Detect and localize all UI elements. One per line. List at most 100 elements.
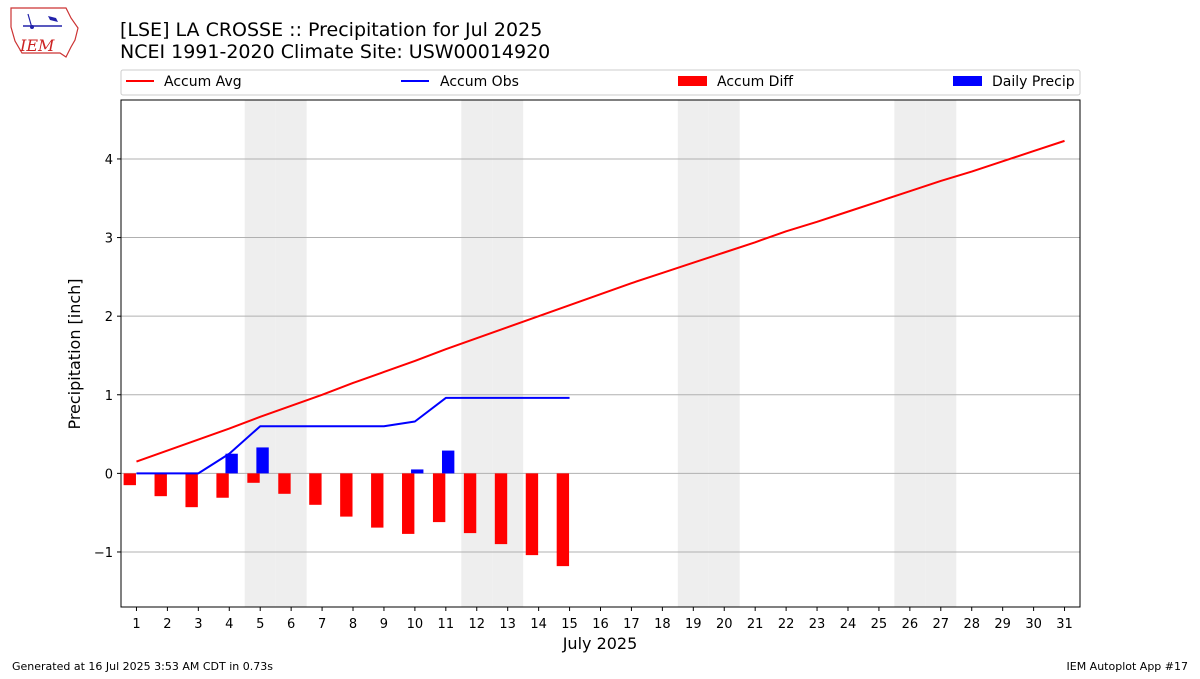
accum-avg-point-day-2	[167, 450, 169, 452]
x-tick-label: 9	[380, 617, 388, 632]
x-tick-label: 10	[407, 617, 424, 632]
x-tick-label: 12	[468, 617, 485, 632]
accum-avg-point-day-12	[476, 337, 478, 339]
weekend-band-day-5	[244, 100, 276, 607]
accum-obs-point-day-8	[352, 425, 354, 427]
accum-avg-point-day-5	[259, 416, 261, 418]
accum-avg-point-day-11	[445, 348, 447, 350]
accum-avg-point-day-23	[816, 221, 818, 223]
accum-avg-point-day-30	[1033, 150, 1035, 152]
x-tick-label: 31	[1056, 617, 1073, 632]
accum-diff-bar-day-3	[185, 473, 198, 508]
accum-avg-point-day-8	[352, 382, 354, 384]
accum-diff-bar-day-11	[432, 473, 446, 523]
logo-text: IEM	[19, 36, 55, 55]
weekend-band-day-6	[275, 100, 307, 607]
accum-diff-bar-day-9	[371, 473, 384, 528]
x-tick-label: 25	[871, 617, 888, 632]
legend-swatch-accum-diff	[678, 76, 707, 86]
footer-app-id: IEM Autoplot App #17	[1067, 660, 1189, 673]
accum-obs-point-day-9	[383, 425, 385, 427]
accum-diff-bar-day-4	[216, 473, 229, 498]
accum-diff-bar-day-8	[340, 473, 353, 517]
accum-avg-point-day-27	[940, 180, 942, 182]
legend-label-accum-obs: Accum Obs	[440, 74, 519, 90]
x-axis-label: July 2025	[562, 634, 638, 653]
x-tick-label: 17	[623, 617, 640, 632]
accum-obs-point-day-15	[569, 397, 571, 399]
accum-avg-point-day-24	[847, 211, 849, 213]
accum-obs-point-day-13	[507, 397, 509, 399]
accum-avg-point-day-6	[290, 405, 292, 407]
x-tick-label: 8	[349, 617, 357, 632]
gridlines	[121, 158, 1080, 553]
x-tick-label: 6	[287, 617, 295, 632]
legend: Accum Avg Accum Obs Accum Diff Daily Pre…	[120, 69, 1081, 96]
accum-diff-bar-day-7	[309, 473, 322, 505]
daily-precip-bar-day-11	[441, 450, 455, 474]
accum-obs-point-day-5	[259, 425, 261, 427]
accum-avg-point-day-9	[383, 371, 385, 373]
x-tick-label: 20	[716, 617, 733, 632]
accum-avg-point-day-20	[723, 252, 725, 254]
y-axis-label: Precipitation [inch]	[65, 278, 84, 429]
x-tick-label: 28	[963, 617, 980, 632]
accum-avg-point-day-19	[693, 262, 695, 264]
x-tick-label: 22	[778, 617, 795, 632]
accum-avg-point-day-3	[198, 439, 200, 441]
y-tick-label: 0	[105, 467, 113, 482]
accum-obs-point-day-6	[290, 425, 292, 427]
x-tick-label: 14	[530, 617, 547, 632]
accum-avg-point-day-13	[507, 326, 509, 328]
accum-obs-point-day-3	[198, 473, 200, 475]
accum-diff-bar-day-12	[463, 473, 477, 534]
legend-label-accum-avg: Accum Avg	[164, 74, 242, 90]
daily-precip-bar-day-4	[225, 453, 238, 474]
accum-obs-point-day-4	[228, 453, 230, 455]
legend-swatch-daily-precip	[953, 76, 982, 86]
x-tick-label: 21	[747, 617, 764, 632]
x-tick-label: 11	[438, 617, 455, 632]
weekend-shading	[244, 100, 957, 607]
accum-avg-point-day-29	[1002, 161, 1004, 163]
daily-precip-bar-day-5	[256, 447, 269, 474]
accum-diff-bar-day-6	[278, 473, 291, 494]
legend-label-daily-precip: Daily Precip	[992, 74, 1075, 90]
legend-frame	[120, 69, 1081, 96]
accum-avg-point-day-7	[321, 394, 323, 396]
x-tick-label: 13	[499, 617, 516, 632]
accum-diff-bar-day-14	[525, 473, 539, 556]
x-tick-label: 23	[809, 617, 826, 632]
x-tick-label: 2	[163, 617, 171, 632]
accum-diff-bar-day-13	[494, 473, 508, 545]
x-tick-label: 30	[1025, 617, 1042, 632]
x-axis-ticks: 1 2 3 4 5 6 7 8 9 10 11 12 13 14 15 16 17 18 19 20 21 22 23 24 2…	[132, 607, 1073, 632]
accum-obs-point-day-11	[445, 397, 447, 399]
accum-obs-point-day-1	[136, 473, 138, 475]
x-tick-label: 3	[194, 617, 202, 632]
chart-title-line2: NCEI 1991-2020 Climate Site: USW00014920	[120, 41, 550, 63]
x-tick-label: 16	[592, 617, 609, 632]
accum-avg-point-day-26	[909, 190, 911, 192]
y-tick-label: 4	[105, 153, 113, 168]
accum-avg-point-day-14	[538, 315, 540, 317]
daily-precip-bar-day-10	[411, 469, 424, 474]
x-tick-label: 24	[840, 617, 857, 632]
accum-avg-line	[136, 139, 1065, 463]
x-tick-label: 5	[256, 617, 264, 632]
weekend-band-day-26	[894, 100, 926, 607]
footer-generated: Generated at 16 Jul 2025 3:53 AM CDT in …	[12, 660, 273, 673]
x-tick-label: 27	[933, 617, 950, 632]
accum-avg-point-day-18	[662, 272, 664, 274]
accum-diff-bar-day-10	[402, 473, 415, 534]
iem-logo: IEM	[10, 7, 79, 58]
x-tick-label: 18	[654, 617, 671, 632]
accum-diff-bar-day-2	[154, 473, 167, 497]
accum-avg-point-day-1	[136, 461, 138, 463]
accum-avg-point-day-4	[228, 428, 230, 430]
y-tick-label: 2	[105, 310, 113, 325]
accum-avg-point-day-22	[785, 230, 787, 232]
weekend-band-day-19	[677, 100, 709, 607]
